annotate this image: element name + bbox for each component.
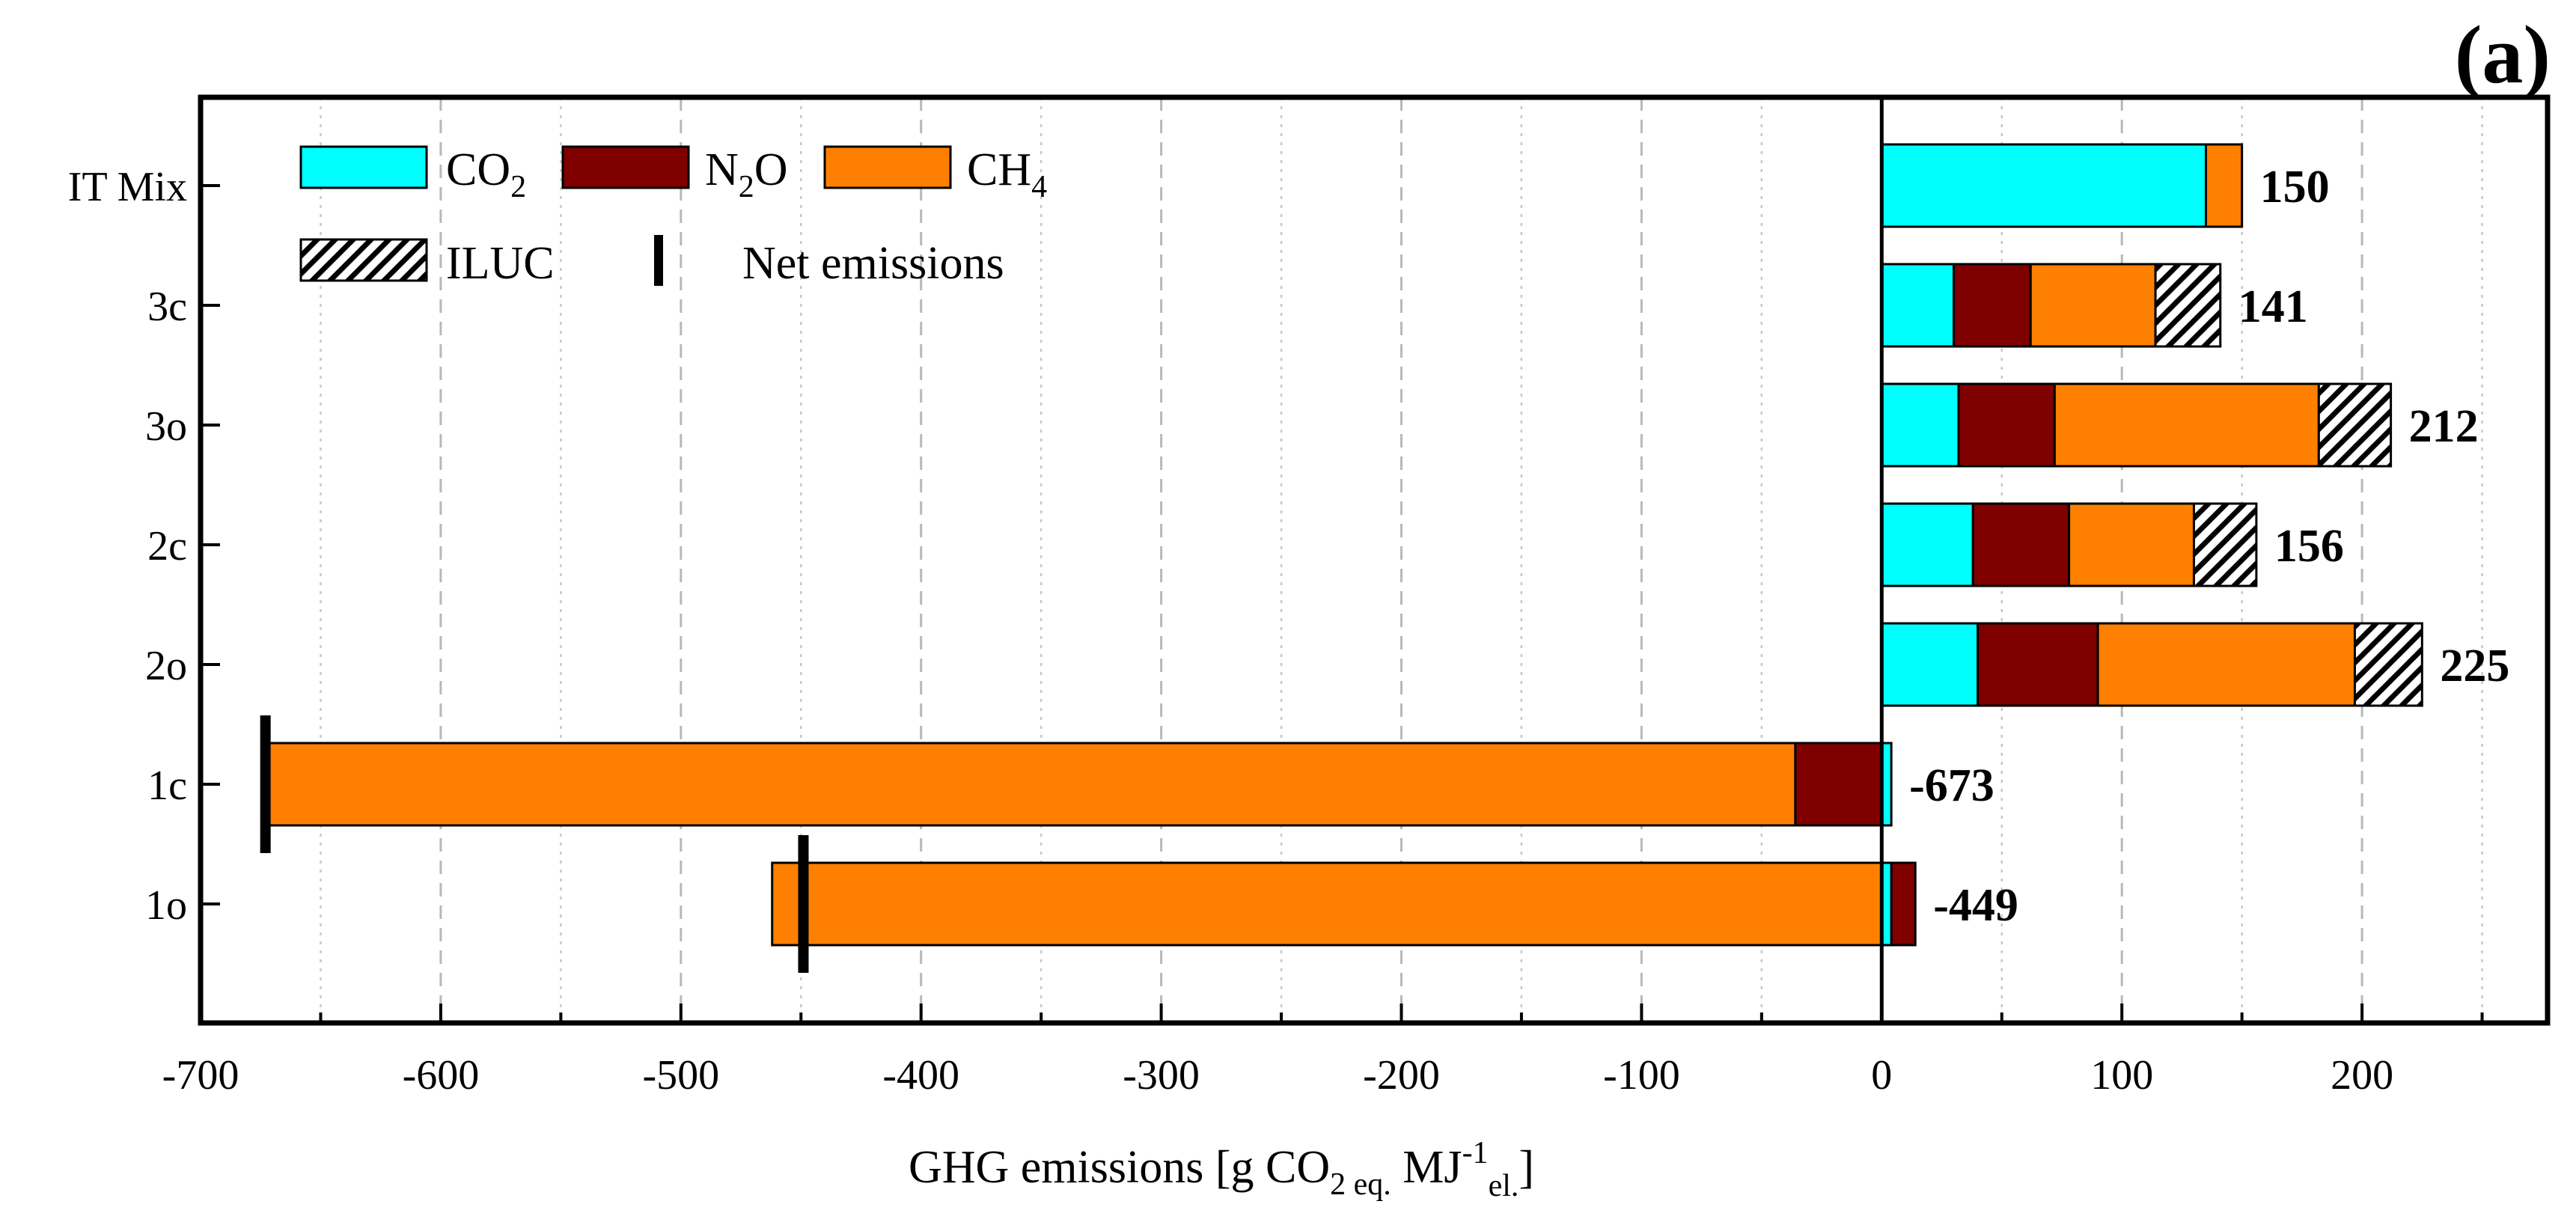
x-tick-label--100: -100 [1603,1052,1680,1099]
total-label-it-mix: 150 [2260,162,2330,213]
y-tick-label-2c: 2c [147,523,187,569]
bar-2c-iluc [2192,502,2258,587]
bar-3c-iluc [2154,263,2222,348]
x-tick-label-0: 0 [1871,1052,1892,1099]
x-tick-label-100: 100 [2090,1052,2153,1099]
bar-2o-co2 [1880,622,1980,707]
x-tick-label-200: 200 [2331,1052,2393,1099]
plot-frame [198,94,2551,1026]
bar-3o-co2 [1880,382,1960,468]
legend-swatch-ch4 [823,145,952,189]
y-tick-label-3c: 3c [147,284,187,330]
legend-label-co2: CO2 [446,144,526,204]
bar-it-mix-co2 [1880,143,2208,228]
bar-1c-n2o [1794,742,1883,827]
y-tick-label-1o: 1o [145,882,187,929]
net-emission-markers [260,715,809,973]
legend-swatch-co2 [299,145,428,189]
bar-2o-n2o [1977,622,2099,707]
x-tick-label--300: -300 [1123,1052,1200,1099]
total-label-2o: 225 [2440,641,2509,691]
x-tick-label--600: -600 [403,1052,480,1099]
bar-3o-iluc [2317,382,2393,468]
total-labels: 150 141 212 156 225 -673 -449 [1909,162,2509,931]
y-tick-label-it-mix: IT Mix [68,164,187,210]
legend-swatch-net [654,235,663,286]
total-label-3c: 141 [2238,281,2308,332]
y-tick-label-1c: 1c [147,763,187,809]
legend-label-ch4: CH4 [967,144,1047,204]
tick-labels: -700 -600 -500 -400 -300 -200 -100 0 100 200 IT Mi… [68,164,2393,1099]
y-tick-label-2o: 2o [145,643,187,689]
x-tick-label--500: -500 [642,1052,719,1099]
bar-2o-ch4 [2096,622,2356,707]
x-tick-label--200: -200 [1363,1052,1440,1099]
total-label-1c: -673 [1909,760,1994,811]
bar-2c-n2o [1971,502,2071,587]
bar-1c-ch4 [261,742,1797,827]
bar-3c-ch4 [2029,263,2157,348]
panel-label: (a) [2455,9,2551,100]
bar-1o-ch4 [771,861,1883,947]
bar-2c-co2 [1880,502,1974,587]
bar-3c-co2 [1880,263,1956,348]
bar-3o-n2o [1957,382,2056,468]
bar-1o-n2o [1890,861,1917,947]
legend: CO2 N2O CH4 ILUC Net emissions [299,144,1047,289]
total-label-1o: -449 [1933,880,2018,931]
legend-swatch-n2o [561,145,690,189]
bar-3o-ch4 [2053,382,2320,468]
net-marker-1o [798,835,809,973]
bar-2o-iluc [2353,622,2423,707]
legend-label-iluc: ILUC [446,238,555,289]
x-tick-label--400: -400 [882,1052,959,1099]
bars [261,143,2423,947]
legend-label-n2o: N2O [705,144,788,204]
legend-label-net: Net emissions [742,238,1004,289]
bar-2c-ch4 [2068,502,2195,587]
x-tick-label--700: -700 [162,1052,239,1099]
bar-it-mix-ch4 [2205,143,2244,228]
y-tick-label-3o: 3o [145,403,187,450]
legend-swatch-iluc [299,238,428,282]
bar-3c-n2o [1953,263,2032,348]
total-label-2c: 156 [2274,521,2344,572]
total-label-3o: 212 [2409,401,2479,452]
x-axis-label: GHG emissions [g CO2 eq. MJ-1el.] [909,1136,1534,1203]
axis-ticks [201,184,2484,1023]
net-marker-1c [260,715,271,853]
